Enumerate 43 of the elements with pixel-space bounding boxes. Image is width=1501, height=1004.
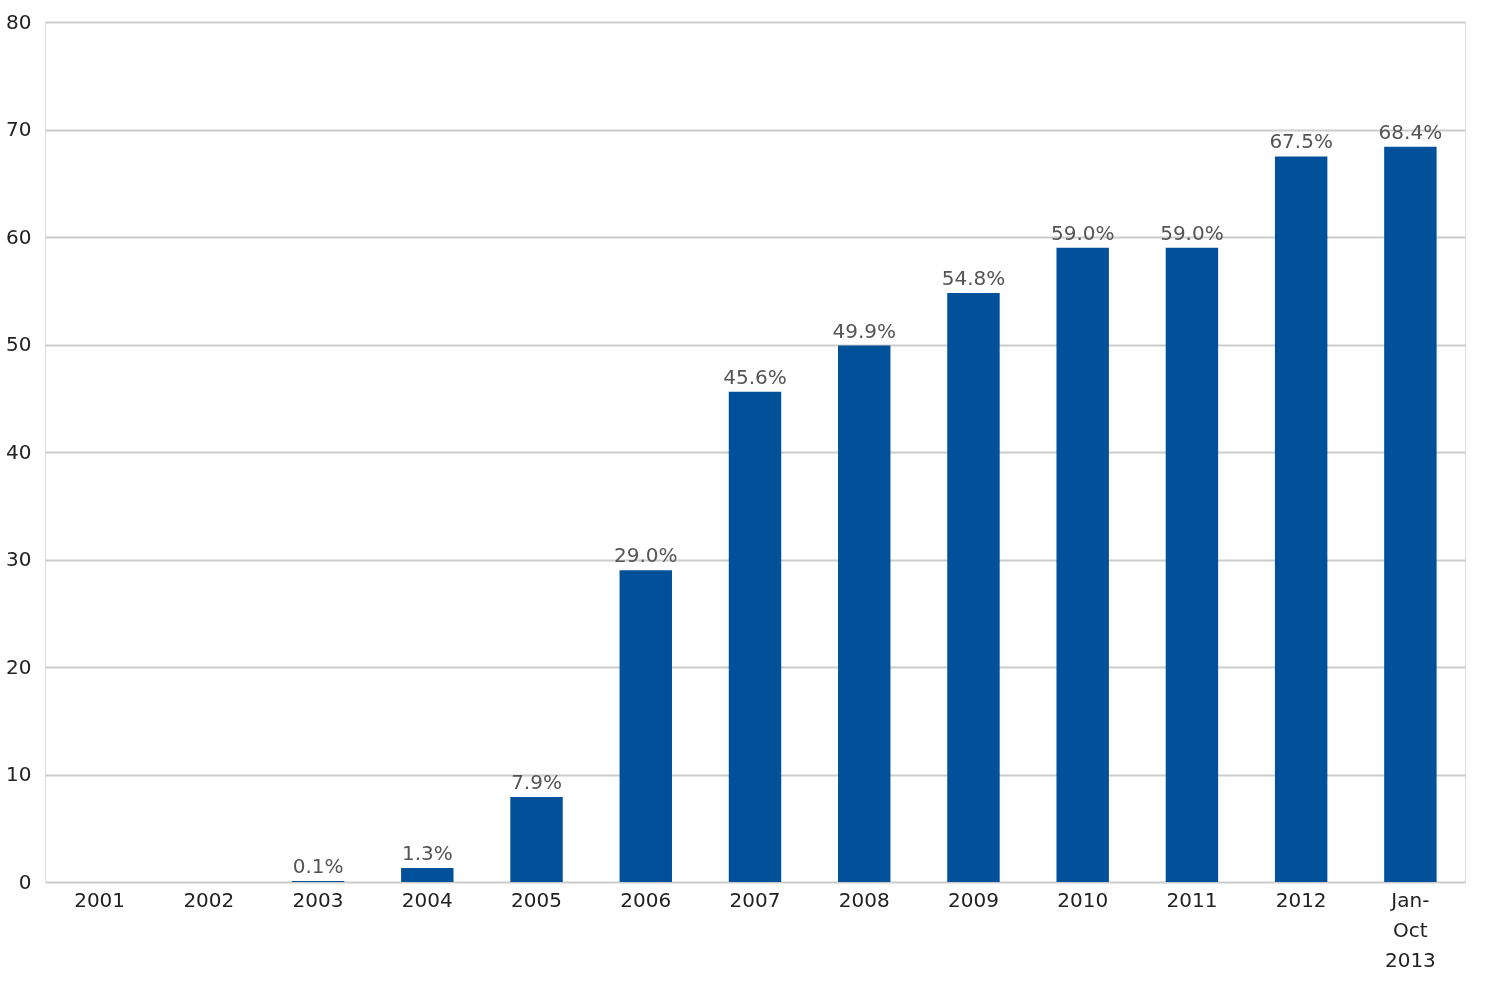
data-label: 59.0% <box>1160 220 1224 245</box>
x-tick-label: 2009 <box>948 887 999 912</box>
x-tick-label: 2005 <box>511 887 562 912</box>
bar <box>947 292 1000 882</box>
y-tick-label: 30 <box>6 547 32 571</box>
y-tick-label: 40 <box>6 439 32 464</box>
x-tick-label: 2012 <box>1275 887 1327 912</box>
x-tick-label: 2001 <box>74 887 126 912</box>
data-label: 0.1% <box>292 853 344 878</box>
y-tick-label: 50 <box>6 332 32 356</box>
bar <box>838 345 891 882</box>
bar <box>619 570 672 882</box>
y-tick-label: 0 <box>18 869 32 894</box>
data-label: 67.5% <box>1269 129 1333 154</box>
data-label: 68.4% <box>1378 119 1443 144</box>
y-tick-label: 80 <box>6 9 32 34</box>
y-tick-label: 20 <box>6 654 32 679</box>
y-tick-label: 70 <box>6 117 32 141</box>
x-tick-label: Jan- Oct 2013 <box>1384 887 1436 972</box>
data-label: 59.0% <box>1050 220 1115 245</box>
x-tick-label: 2008 <box>838 887 890 912</box>
x-tick-label: 2006 <box>620 887 672 912</box>
bar <box>1165 247 1219 882</box>
bar <box>1056 247 1109 882</box>
x-tick-label: 2004 <box>401 887 453 912</box>
x-tick-label: 2003 <box>292 887 344 912</box>
x-tick-label: 2007 <box>729 887 781 912</box>
bar <box>1384 146 1437 882</box>
data-label: 7.9% <box>511 770 562 795</box>
bar <box>510 797 563 882</box>
x-tick-label: 2002 <box>183 887 235 912</box>
y-tick-label: 10 <box>6 762 32 786</box>
data-label: 1.3% <box>401 841 453 866</box>
y-tick-label: 60 <box>6 224 32 249</box>
x-tick-label: 2010 <box>1057 887 1109 912</box>
data-label: 29.0% <box>614 543 678 568</box>
data-label: 45.6% <box>723 364 787 389</box>
bar <box>728 391 782 882</box>
bar <box>1274 156 1328 882</box>
x-tick-label: 2011 <box>1166 887 1218 912</box>
data-label: 49.9% <box>832 318 896 343</box>
bar <box>401 868 454 882</box>
data-label: 54.8% <box>941 265 1006 290</box>
